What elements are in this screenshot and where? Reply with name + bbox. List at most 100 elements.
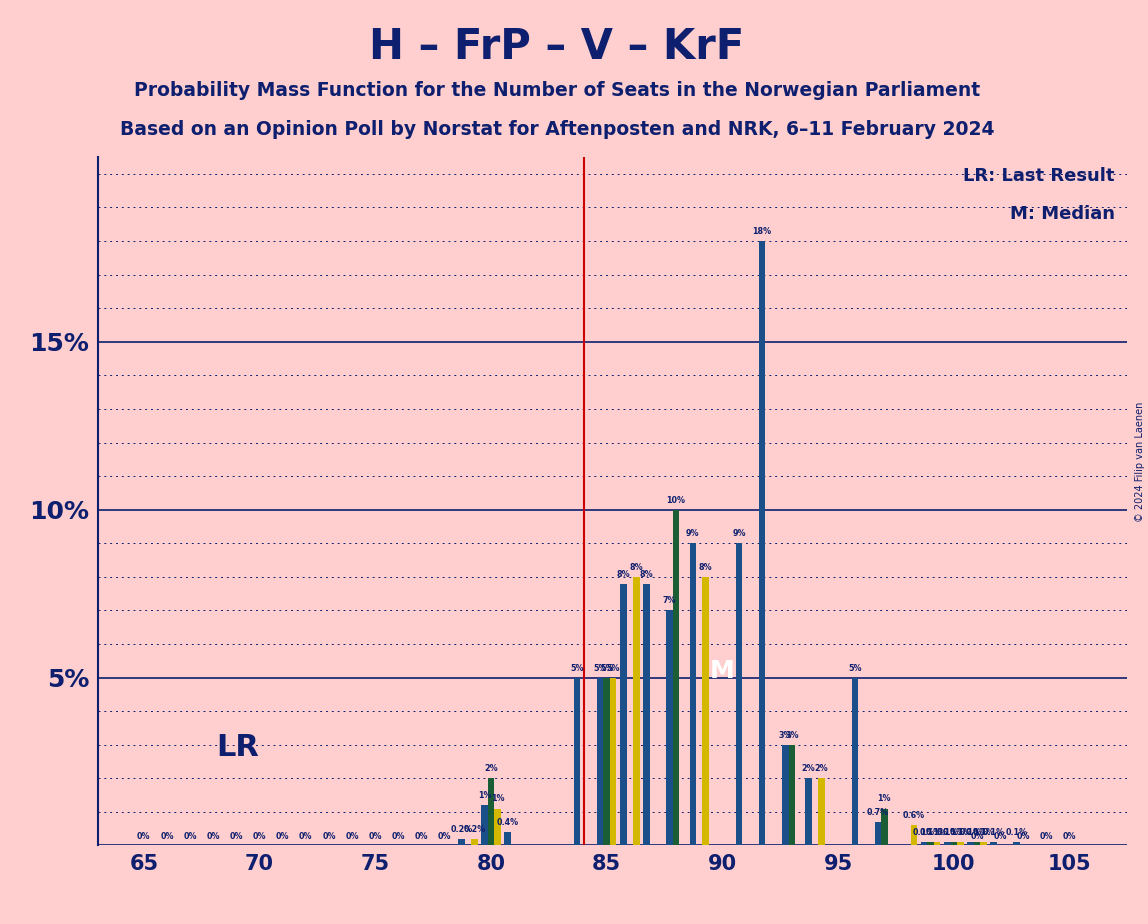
Text: 10%: 10% [667, 495, 685, 505]
Bar [494, 808, 501, 845]
Bar [703, 577, 709, 845]
Bar [951, 842, 957, 845]
Text: 5%: 5% [848, 663, 861, 673]
Bar [928, 842, 933, 845]
Text: 0%: 0% [369, 833, 382, 842]
Text: 2%: 2% [815, 764, 828, 773]
Text: 0%: 0% [414, 833, 428, 842]
Text: 0.1%: 0.1% [965, 828, 988, 837]
Text: 5%: 5% [571, 663, 584, 673]
Text: 8%: 8% [629, 563, 643, 572]
Text: 18%: 18% [753, 227, 771, 236]
Text: H – FrP – V – KrF: H – FrP – V – KrF [370, 26, 744, 67]
Text: 8%: 8% [616, 569, 630, 578]
Bar [974, 842, 980, 845]
Bar [633, 577, 639, 845]
Text: 8%: 8% [699, 563, 713, 572]
Bar [782, 745, 789, 845]
Bar [1014, 842, 1019, 845]
Text: 8%: 8% [639, 569, 653, 578]
Bar [789, 745, 796, 845]
Bar [819, 778, 824, 845]
Text: 0%: 0% [184, 833, 197, 842]
Bar [980, 842, 986, 845]
Bar [458, 839, 465, 845]
Text: 0.7%: 0.7% [867, 808, 889, 817]
Bar [574, 677, 580, 845]
Text: 1%: 1% [490, 795, 504, 804]
Bar [805, 778, 812, 845]
Text: 0%: 0% [300, 833, 312, 842]
Text: 0.1%: 0.1% [920, 828, 941, 837]
Text: 0.1%: 0.1% [960, 828, 982, 837]
Bar [673, 510, 680, 845]
Bar [921, 842, 928, 845]
Text: © 2024 Filip van Laenen: © 2024 Filip van Laenen [1135, 402, 1145, 522]
Text: 0.6%: 0.6% [903, 811, 925, 821]
Text: 0%: 0% [993, 833, 1007, 842]
Text: 0%: 0% [1063, 833, 1076, 842]
Text: 7%: 7% [662, 596, 676, 605]
Text: 0%: 0% [437, 833, 451, 842]
Text: 1%: 1% [877, 795, 891, 804]
Bar [666, 611, 673, 845]
Text: 0%: 0% [391, 833, 405, 842]
Text: 0%: 0% [230, 833, 243, 842]
Text: 0%: 0% [1040, 833, 1053, 842]
Text: 2%: 2% [484, 764, 498, 773]
Bar [471, 839, 478, 845]
Bar [643, 584, 650, 845]
Bar [910, 825, 917, 845]
Text: 3%: 3% [778, 731, 792, 740]
Bar [882, 808, 887, 845]
Bar [504, 832, 511, 845]
Bar [875, 822, 882, 845]
Text: 0.2%: 0.2% [463, 825, 486, 833]
Text: M: Median: M: Median [1010, 205, 1115, 224]
Text: 0%: 0% [346, 833, 359, 842]
Bar [481, 805, 488, 845]
Bar [488, 778, 494, 845]
Text: 0.1%: 0.1% [983, 828, 1004, 837]
Bar [957, 842, 963, 845]
Text: 0%: 0% [253, 833, 266, 842]
Text: 0.4%: 0.4% [497, 818, 519, 827]
Text: 0.1%: 0.1% [1006, 828, 1027, 837]
Bar [852, 677, 858, 845]
Bar [759, 241, 766, 845]
Text: 0%: 0% [323, 833, 335, 842]
Text: 0.1%: 0.1% [913, 828, 936, 837]
Bar [933, 842, 940, 845]
Text: 5%: 5% [594, 663, 607, 673]
Text: 0.1%: 0.1% [937, 828, 959, 837]
Text: M: M [709, 659, 735, 683]
Text: 0.1%: 0.1% [943, 828, 964, 837]
Text: 5%: 5% [600, 663, 613, 673]
Bar [944, 842, 951, 845]
Bar [690, 543, 696, 845]
Text: 2%: 2% [801, 764, 815, 773]
Text: 9%: 9% [732, 529, 746, 538]
Text: 0.1%: 0.1% [972, 828, 994, 837]
Text: 0%: 0% [137, 833, 150, 842]
Text: 0.1%: 0.1% [926, 828, 948, 837]
Text: Probability Mass Function for the Number of Seats in the Norwegian Parliament: Probability Mass Function for the Number… [133, 81, 980, 101]
Bar [968, 842, 974, 845]
Text: 3%: 3% [785, 731, 799, 740]
Text: 0%: 0% [161, 833, 173, 842]
Bar [991, 842, 996, 845]
Text: 9%: 9% [687, 529, 699, 538]
Text: 0.2%: 0.2% [450, 825, 473, 833]
Text: 0%: 0% [970, 833, 984, 842]
Text: 5%: 5% [606, 663, 620, 673]
Text: 0%: 0% [276, 833, 289, 842]
Text: Based on an Opinion Poll by Norstat for Aftenposten and NRK, 6–11 February 2024: Based on an Opinion Poll by Norstat for … [119, 120, 994, 140]
Text: LR: Last Result: LR: Last Result [963, 167, 1115, 186]
Bar [736, 543, 743, 845]
Text: 0.1%: 0.1% [949, 828, 971, 837]
Text: 0%: 0% [1016, 833, 1030, 842]
Bar [604, 677, 610, 845]
Bar [597, 677, 604, 845]
Bar [620, 584, 627, 845]
Text: LR: LR [216, 733, 259, 762]
